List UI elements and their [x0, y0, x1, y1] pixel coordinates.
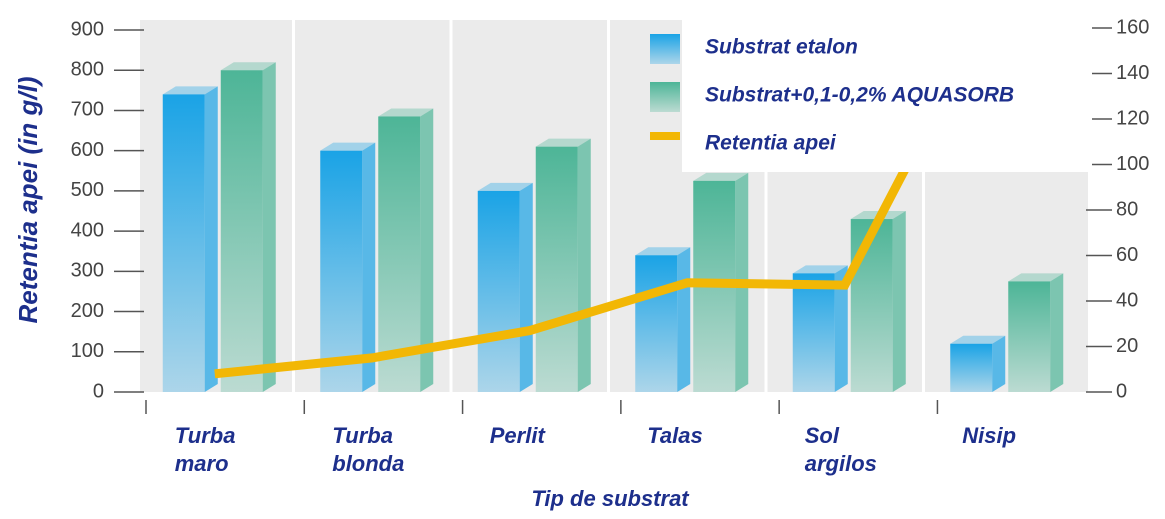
legend-swatch [650, 82, 680, 112]
bar [162, 86, 218, 392]
x-tick-label: Nisip [962, 423, 1017, 448]
x-tick-label: Talas [647, 423, 703, 448]
y-tick-label: 0 [93, 380, 104, 402]
x-tick-label: Turba blonda [332, 423, 405, 476]
y-tick-label: 200 [71, 300, 104, 322]
bar [320, 142, 376, 392]
legend-box [682, 0, 1092, 172]
bar [535, 138, 591, 392]
y-tick-label: 500 [71, 179, 104, 201]
legend-swatch [650, 132, 680, 140]
x-tick-label: Turba maro [174, 423, 236, 476]
y2-tick-label: 100 [1116, 153, 1149, 175]
y2-tick-label: 40 [1116, 289, 1138, 311]
bar [1008, 273, 1064, 392]
y-tick-label: 900 [71, 18, 104, 40]
y-tick-label: 700 [71, 99, 104, 121]
legend-label: Substrat etalon [705, 36, 858, 59]
y-tick-label: 400 [71, 219, 104, 241]
y2-tick-label: 160 [1116, 16, 1149, 38]
x-tick-label: Perlit [489, 423, 545, 448]
y2-tick-label: 60 [1116, 244, 1138, 266]
y2-tick-label: 20 [1116, 335, 1138, 357]
x-tick-label: Sol argilos [804, 423, 877, 476]
y-tick-label: 800 [71, 59, 104, 81]
y-tick-label: 300 [71, 260, 104, 282]
legend-label: Retentia apei [705, 132, 837, 155]
bar [950, 335, 1006, 392]
bar [792, 265, 848, 392]
y2-tick-label: 120 [1116, 107, 1149, 129]
bar [850, 211, 906, 392]
y2-tick-label: 140 [1116, 62, 1149, 84]
bar [378, 108, 434, 392]
legend-swatch [650, 34, 680, 64]
bar [220, 62, 276, 392]
y-tick-label: 100 [71, 340, 104, 362]
bar [477, 182, 533, 392]
y2-tick-label: 80 [1116, 198, 1138, 220]
bar [635, 247, 691, 392]
line [214, 22, 987, 379]
x-axis-title: Tip de substrat [531, 486, 690, 511]
legend-label: Substrat+0,1-0,2% AQUASORB [705, 84, 1014, 107]
y-axis-title: Retentia apei (in g/l) [13, 76, 43, 323]
y2-tick-label: 0 [1116, 380, 1127, 402]
y-tick-label: 600 [71, 139, 104, 161]
